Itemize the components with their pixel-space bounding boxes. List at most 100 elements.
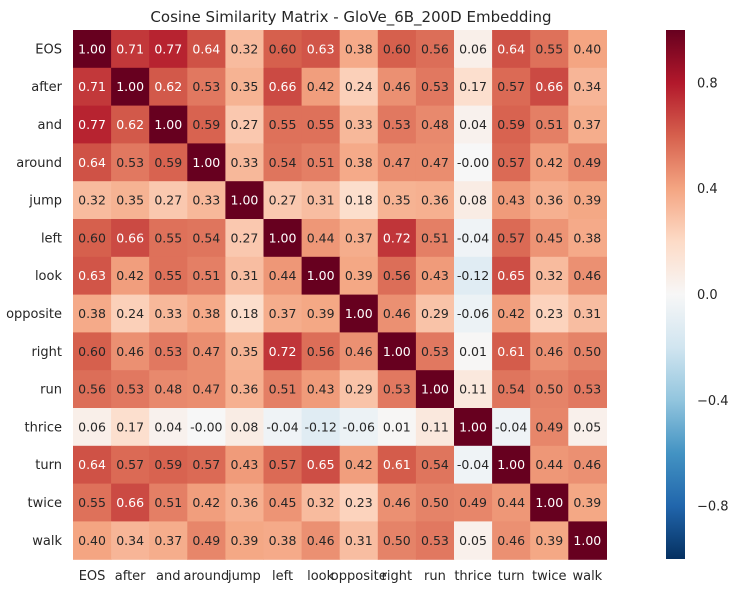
heatmap-cell: [111, 256, 150, 296]
cell-value-label: 0.31: [307, 193, 335, 208]
heatmap-cell: [530, 30, 569, 69]
heatmap-cell: [225, 408, 265, 447]
cell-value-label: 0.53: [421, 344, 449, 359]
heatmap-cell: [301, 408, 341, 447]
cell-value-label: -0.04: [457, 457, 489, 472]
cell-value-label: 0.57: [269, 457, 297, 472]
heatmap-cell: [568, 105, 607, 144]
cell-value-label: 0.57: [192, 457, 220, 472]
column-tick-label: jump: [227, 569, 261, 584]
cell-value-label: 0.42: [307, 79, 335, 94]
heatmap-cell: [73, 521, 112, 560]
heatmap-cell: [530, 219, 569, 258]
cell-value-label: 0.53: [154, 344, 182, 359]
heatmap-cell: [377, 408, 417, 447]
cell-value-label: 0.46: [573, 268, 601, 283]
cell-value-label: 0.23: [535, 306, 563, 321]
cell-value-label: 0.35: [231, 344, 259, 359]
cell-value-label: 0.31: [573, 306, 601, 321]
row-tick-label: and: [38, 118, 62, 133]
cell-value-label: 0.77: [78, 117, 106, 132]
cell-value-label: 0.42: [192, 495, 220, 510]
heatmap-cell: [149, 105, 188, 144]
row-tick-label: right: [31, 345, 62, 360]
cell-value-label: 0.29: [421, 306, 449, 321]
cell-value-label: 0.62: [116, 117, 144, 132]
cell-value-label: 1.00: [307, 268, 335, 283]
cell-value-label: 0.66: [116, 230, 144, 245]
heatmap-cell: [568, 483, 607, 522]
cell-value-label: 0.01: [459, 344, 487, 359]
cell-value-label: 0.44: [307, 230, 335, 245]
cell-value-label: -0.04: [266, 419, 298, 434]
cell-value-label: 0.35: [383, 193, 411, 208]
column-tick-label: right: [382, 569, 413, 584]
cell-value-label: 0.71: [116, 41, 144, 56]
cell-value-label: 0.46: [307, 533, 335, 548]
heatmap-cell: [415, 332, 455, 371]
heatmap-cell: [568, 332, 607, 371]
heatmap-cell: [454, 483, 493, 522]
cell-value-label: 0.65: [307, 457, 335, 472]
cell-value-label: 0.40: [573, 41, 601, 56]
cell-value-label: 1.00: [497, 457, 525, 472]
heatmap-cell: [263, 332, 303, 371]
heatmap-cell: [530, 143, 569, 182]
heatmap-cell: [454, 521, 493, 560]
cell-value-label: 0.49: [573, 155, 601, 170]
column-tick-label: walk: [572, 569, 602, 584]
heatmap-cell: [73, 332, 112, 371]
heatmap-cell: [187, 332, 226, 371]
heatmap-cell: [187, 181, 226, 220]
cell-value-label: 0.46: [497, 533, 525, 548]
cell-value-label: 0.47: [192, 344, 220, 359]
heatmap-cell: [454, 143, 493, 182]
heatmap-cell: [225, 256, 265, 296]
heatmap-cell: [263, 67, 303, 107]
cell-value-label: 0.37: [269, 306, 297, 321]
cell-value-label: 0.59: [192, 117, 220, 132]
cell-value-label: 0.44: [269, 268, 297, 283]
heatmap-cell: [454, 294, 493, 333]
row-tick-label: turn: [35, 458, 62, 473]
cell-value-label: 0.38: [345, 41, 373, 56]
cell-value-label: 0.61: [383, 457, 411, 472]
heatmap-cell: [454, 181, 493, 220]
column-tick-label: run: [424, 569, 446, 584]
cell-value-label: -0.00: [457, 155, 489, 170]
heatmap-cell: [415, 143, 455, 182]
heatmap-cell: [149, 370, 188, 409]
heatmap-cell: [73, 445, 112, 485]
cell-value-label: 0.11: [459, 382, 487, 397]
cell-value-label: 0.46: [383, 306, 411, 321]
heatmap-cell: [377, 105, 417, 144]
cell-value-label: 1.00: [573, 533, 601, 548]
heatmap-cell: [149, 67, 188, 107]
heatmap-cell: [415, 370, 455, 409]
cell-value-label: 0.54: [269, 155, 297, 170]
cell-value-label: 0.24: [345, 79, 373, 94]
heatmap-cell: [492, 445, 531, 485]
heatmap-cell: [225, 370, 265, 409]
heatmap-cell: [111, 521, 150, 560]
heatmap-cell: [301, 521, 341, 560]
heatmap-cell: [263, 256, 303, 296]
heatmap-cell: [377, 483, 417, 522]
heatmap-cell: [225, 332, 265, 371]
cell-value-label: -0.04: [495, 419, 527, 434]
heatmap-cell: [301, 483, 341, 522]
heatmap-cell: [415, 67, 455, 107]
heatmap-cell: [149, 521, 188, 560]
heatmap-cell: [530, 370, 569, 409]
cell-value-label: 0.47: [192, 382, 220, 397]
cell-value-label: 0.54: [192, 230, 220, 245]
cell-value-label: 0.50: [573, 344, 601, 359]
cell-value-label: 0.37: [345, 230, 373, 245]
cell-value-label: 0.08: [459, 193, 487, 208]
heatmap-cell: [187, 483, 226, 522]
heatmap-cell: [149, 483, 188, 522]
heatmap-cell: [339, 370, 379, 409]
cell-value-label: 0.48: [421, 117, 449, 132]
heatmap-cell: [377, 521, 417, 560]
